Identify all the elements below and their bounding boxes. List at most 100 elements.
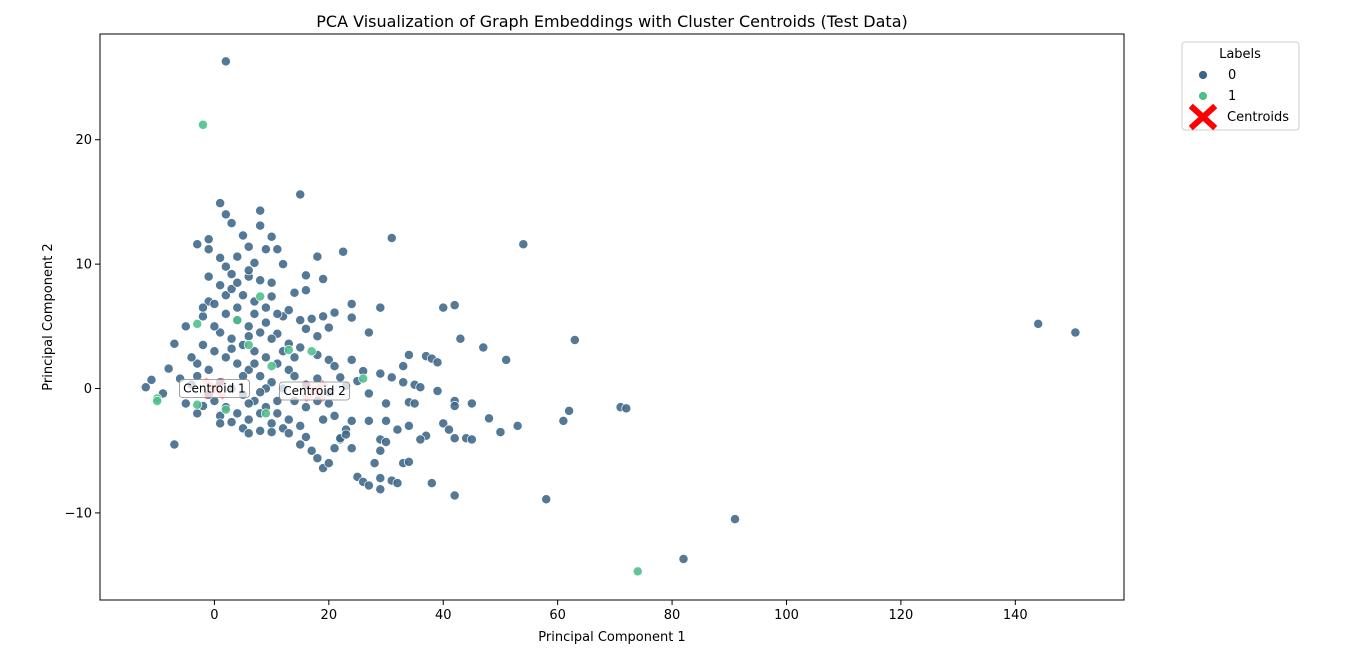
point-label-0-123 bbox=[312, 331, 323, 342]
y-axis-label: Principal Component 2 bbox=[41, 243, 56, 390]
x-tick-label-1: 20 bbox=[321, 608, 338, 623]
point-label-0-105 bbox=[146, 374, 157, 385]
point-label-0-34 bbox=[329, 307, 340, 318]
point-label-0-159 bbox=[266, 377, 277, 388]
point-label-1-12 bbox=[266, 361, 277, 372]
point-label-0-181 bbox=[243, 321, 254, 332]
point-label-0-19 bbox=[232, 251, 243, 262]
point-label-0-65 bbox=[564, 405, 575, 416]
point-label-0-116 bbox=[249, 308, 260, 319]
point-label-0-0 bbox=[220, 56, 231, 67]
point-label-0-109 bbox=[169, 338, 180, 349]
point-label-0-120 bbox=[306, 313, 317, 324]
point-label-0-195 bbox=[215, 418, 226, 429]
point-label-0-117 bbox=[266, 291, 277, 302]
point-label-0-101 bbox=[678, 553, 689, 564]
legend-label-1: 1 bbox=[1228, 89, 1236, 104]
point-label-0-176 bbox=[260, 352, 271, 363]
centroid-annotation-box-1 bbox=[179, 379, 250, 398]
point-label-0-42 bbox=[403, 349, 414, 360]
point-label-0-114 bbox=[220, 290, 231, 301]
point-label-0-86 bbox=[381, 437, 391, 447]
point-label-0-29 bbox=[438, 302, 449, 313]
point-label-0-209 bbox=[243, 265, 254, 276]
point-label-0-190 bbox=[209, 321, 220, 332]
point-label-0-64 bbox=[495, 427, 506, 438]
point-label-0-130 bbox=[329, 361, 340, 372]
point-label-0-76 bbox=[403, 420, 414, 431]
point-label-1-9 bbox=[260, 408, 271, 419]
point-label-0-111 bbox=[192, 358, 203, 369]
x-tick-label-2: 40 bbox=[435, 608, 452, 623]
point-label-0-18 bbox=[215, 252, 226, 263]
point-label-0-205 bbox=[266, 418, 277, 429]
point-label-0-45 bbox=[398, 361, 409, 372]
point-label-0-99 bbox=[541, 494, 552, 505]
point-label-0-60 bbox=[449, 400, 460, 411]
point-label-0-5 bbox=[226, 218, 237, 229]
point-label-0-14 bbox=[338, 246, 349, 257]
point-label-0-192 bbox=[186, 352, 197, 363]
point-label-0-30 bbox=[449, 300, 460, 311]
point-label-0-36 bbox=[478, 342, 489, 353]
y-tick-label-1: 0 bbox=[84, 382, 92, 397]
point-label-0-97 bbox=[426, 478, 437, 489]
point-label-0-137 bbox=[243, 428, 254, 439]
point-label-0-158 bbox=[255, 371, 266, 382]
legend-marker-centroids bbox=[1188, 103, 1218, 131]
point-label-1-8 bbox=[192, 399, 203, 410]
point-label-0-66 bbox=[558, 415, 569, 426]
point-label-0-229 bbox=[255, 387, 266, 398]
plot-frame bbox=[99, 33, 1125, 601]
legend-marker-1 bbox=[1198, 91, 1208, 101]
point-label-0-31 bbox=[346, 298, 357, 309]
point-label-0-210 bbox=[255, 275, 266, 286]
point-label-0-6 bbox=[255, 220, 266, 231]
y-tick-label-0: −10 bbox=[65, 506, 92, 521]
point-label-0-166 bbox=[203, 364, 214, 375]
point-label-0-150 bbox=[318, 414, 329, 425]
point-label-0-103 bbox=[1070, 327, 1081, 338]
point-label-0-165 bbox=[272, 408, 283, 419]
point-label-0-173 bbox=[226, 333, 237, 344]
point-label-0-122 bbox=[300, 323, 311, 334]
point-label-0-78 bbox=[381, 415, 391, 426]
point-label-0-216 bbox=[260, 317, 271, 328]
point-label-0-222 bbox=[192, 408, 203, 419]
point-label-0-226 bbox=[289, 371, 300, 382]
point-label-0-153 bbox=[295, 439, 306, 450]
point-label-1-11 bbox=[220, 404, 231, 415]
point-label-0-2 bbox=[215, 198, 226, 209]
point-label-0-35 bbox=[455, 333, 466, 344]
point-label-0-77 bbox=[392, 424, 403, 435]
point-label-0-61 bbox=[466, 398, 477, 409]
point-label-0-115 bbox=[232, 302, 243, 313]
point-label-0-8 bbox=[203, 234, 214, 245]
point-label-0-7 bbox=[192, 239, 203, 250]
point-label-0-154 bbox=[209, 346, 220, 357]
point-label-0-28 bbox=[300, 285, 311, 296]
point-label-0-189 bbox=[260, 302, 271, 313]
point-label-0-144 bbox=[306, 445, 317, 456]
point-label-0-51 bbox=[415, 382, 426, 393]
legend-label-0: 0 bbox=[1228, 68, 1236, 83]
point-label-0-179 bbox=[220, 308, 231, 319]
plot-area: Centroid 1 Centroid 2 bbox=[99, 33, 1125, 601]
point-label-0-219 bbox=[226, 343, 237, 354]
point-label-0-108 bbox=[169, 439, 180, 450]
point-label-0-96 bbox=[392, 478, 403, 489]
legend-label-centroids: Centroids bbox=[1227, 110, 1289, 125]
point-label-0-69 bbox=[438, 418, 449, 429]
point-label-0-93 bbox=[375, 473, 386, 484]
point-label-0-94 bbox=[375, 484, 386, 495]
point-label-0-56 bbox=[381, 398, 391, 409]
point-label-0-80 bbox=[363, 415, 374, 426]
point-label-0-24 bbox=[203, 271, 214, 282]
point-label-0-141 bbox=[283, 428, 294, 439]
point-label-0-55 bbox=[363, 388, 374, 399]
point-label-0-43 bbox=[432, 357, 443, 368]
point-label-0-127 bbox=[295, 342, 306, 353]
point-label-0-16 bbox=[260, 244, 271, 255]
point-label-1-14 bbox=[232, 315, 243, 326]
point-label-0-98 bbox=[449, 490, 460, 501]
